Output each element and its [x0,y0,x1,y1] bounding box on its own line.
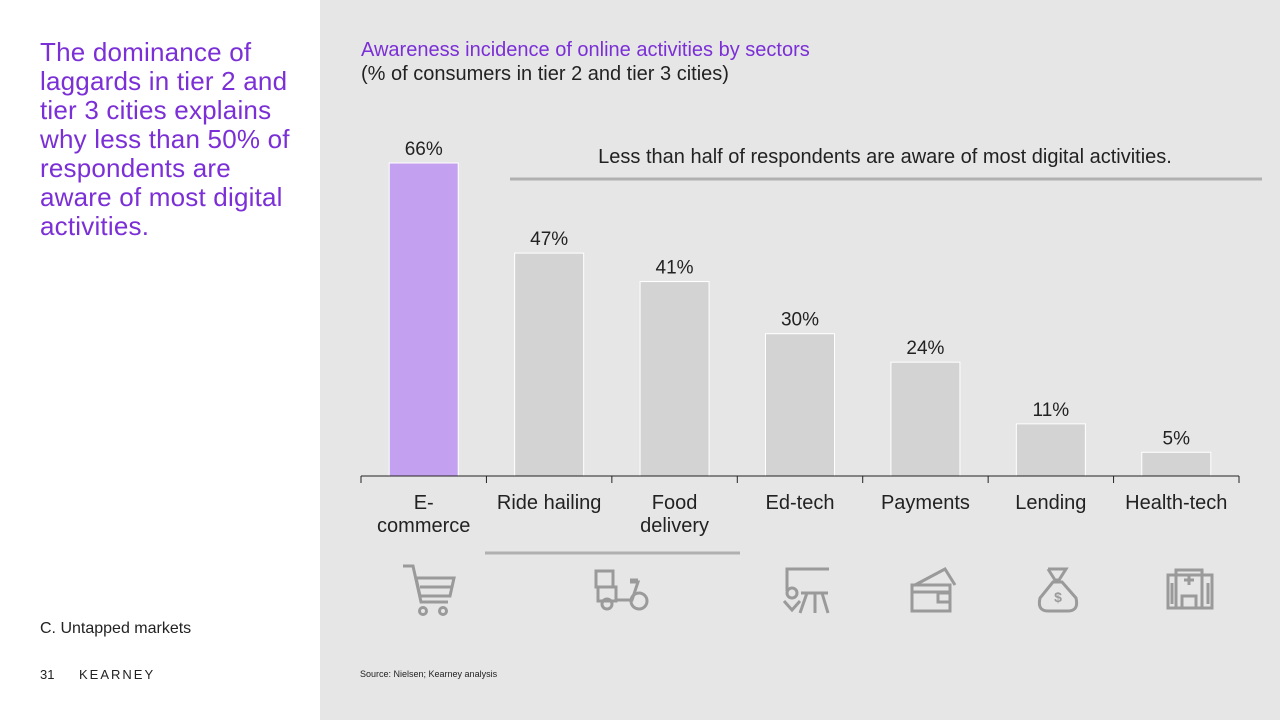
value-label: 66% [405,139,443,160]
bar-lending [1015,423,1086,477]
bar-e-commerce [388,162,459,477]
teacher-board-icon [782,567,830,614]
bar-health-tech [1141,451,1212,477]
left-panel: The dominance of laggards in tier 2 and … [0,0,320,720]
value-label: 47% [530,229,568,250]
x-axis [360,475,1240,483]
value-label: 11% [1033,400,1070,421]
value-label: 30% [781,310,819,331]
dollar-sign-icon: $ [1054,589,1062,605]
value-label: 24% [906,338,944,359]
chart-title: Awareness incidence of online activities… [361,39,810,61]
money-bag-icon [1037,567,1079,613]
hospital-icon [1166,568,1214,610]
bar-ride-hailing [514,252,585,477]
section-label: C. Untapped markets [40,620,192,637]
page-number: 31 [40,667,55,682]
wallet-icon [910,567,957,613]
scooter-delivery-icon [594,569,649,611]
bars-group [388,162,1212,477]
chart-subtitle: (% of consumers in tier 2 and tier 3 cit… [361,63,729,85]
category-label: Ed-tech [766,492,835,514]
shopping-cart-icon [403,564,456,616]
value-label: 41% [656,258,694,279]
annotation-text: Less than half of respondents are aware … [598,146,1172,168]
labels-group: 66% E-commerce 47% Ride hailing 41% Food deliv… [377,139,1227,537]
category-label: Food delivery [640,492,709,537]
bar-payments [890,361,961,477]
headline: The dominance of laggards in tier 2 and … [40,37,290,241]
source-note: Source: Nielsen; Kearney analysis [360,669,498,679]
category-label: E-commerce [377,492,470,537]
bar-food-delivery [639,281,710,477]
category-label: Lending [1015,492,1086,514]
category-label: Health-tech [1125,492,1227,514]
bar-ed-tech [765,333,835,477]
brand-logo: KEARNEY [79,667,156,682]
value-label: 5% [1163,428,1191,449]
category-label: Ride hailing [497,492,602,514]
category-label: Payments [881,492,970,514]
